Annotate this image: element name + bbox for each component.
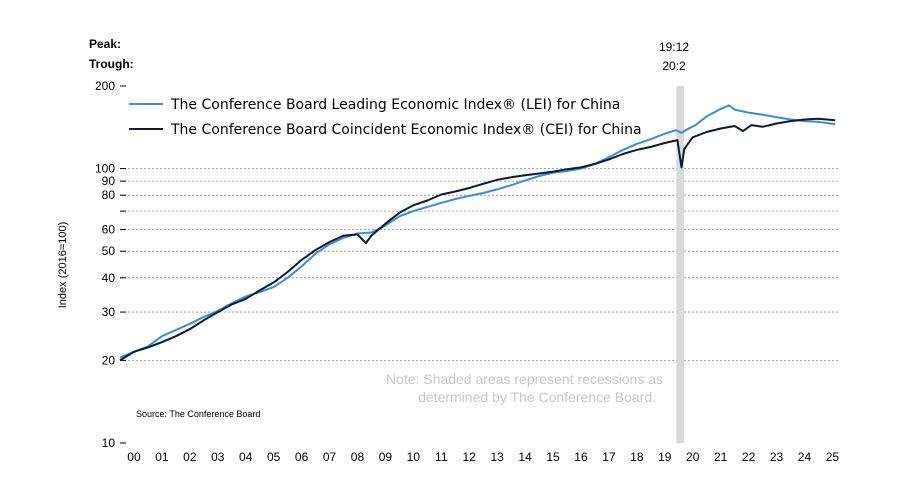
x-tick-label-22: 22	[742, 450, 756, 464]
legend: The Conference Board Leading Economic In…	[129, 97, 642, 138]
trough-label: Trough:	[89, 57, 134, 71]
x-tick-label-13: 13	[490, 450, 504, 464]
x-tick-label-03: 03	[211, 450, 225, 464]
y-tick-label-100: 100	[95, 162, 115, 176]
recession-trough-date: 20:2	[662, 59, 686, 73]
series-line-cei	[119, 117, 836, 362]
x-tick-label-05: 05	[267, 450, 281, 464]
x-tick-label-16: 16	[574, 450, 588, 464]
x-tick-label-18: 18	[630, 450, 644, 464]
x-tick-label-02: 02	[183, 450, 197, 464]
y-tick-label-40: 40	[102, 271, 116, 285]
y-tick-label-50: 50	[102, 244, 116, 258]
x-tick-label-20: 20	[686, 450, 700, 464]
x-tick-label-12: 12	[463, 450, 477, 464]
y-axis-label: Index (2016=100)	[57, 222, 69, 309]
y-tick-label-20: 20	[102, 353, 116, 367]
source-note: Source: The Conference Board	[136, 409, 260, 419]
y-tick-label-200: 200	[95, 79, 115, 93]
series-layer	[119, 104, 836, 362]
y-tick-label-30: 30	[102, 305, 116, 319]
series-line-lei	[119, 104, 836, 359]
x-tick-label-08: 08	[351, 450, 365, 464]
y-tick-label-90: 90	[102, 174, 116, 188]
x-tick-label-23: 23	[770, 450, 784, 464]
x-axis: 00 01 02 03 04 05 06 07 08 09 10 11 12 13 14 15 16 17 18 19…	[127, 450, 839, 464]
x-tick-label-09: 09	[379, 450, 393, 464]
y-tick-label-80: 80	[102, 188, 116, 202]
x-tick-label-04: 04	[239, 450, 253, 464]
x-tick-label-01: 01	[155, 450, 169, 464]
x-tick-label-10: 10	[407, 450, 421, 464]
legend-label-cei: The Conference Board Coincident Economic…	[170, 122, 642, 138]
x-tick-label-24: 24	[798, 450, 812, 464]
x-tick-label-07: 07	[323, 450, 337, 464]
y-tick-label-60: 60	[102, 222, 116, 236]
legend-label-lei: The Conference Board Leading Economic In…	[170, 97, 620, 113]
x-tick-label-06: 06	[295, 450, 309, 464]
x-tick-label-14: 14	[518, 450, 532, 464]
x-tick-label-19: 19	[658, 450, 672, 464]
x-tick-label-00: 00	[127, 450, 141, 464]
x-tick-label-25: 25	[826, 450, 840, 464]
x-tick-label-15: 15	[546, 450, 560, 464]
recession-peak-date: 19:12	[659, 40, 689, 54]
x-tick-label-11: 11	[435, 450, 448, 464]
recession-note-line-1: Note: Shaded areas represent recessions …	[386, 371, 663, 387]
recession-note-line-2: determined by The Conference Board.	[418, 389, 656, 405]
x-tick-label-21: 21	[714, 450, 728, 464]
x-tick-label-17: 17	[602, 450, 616, 464]
recession-band	[676, 86, 684, 443]
y-tick-label-10: 10	[102, 436, 116, 450]
recession-shade	[676, 86, 684, 443]
peak-label: Peak:	[89, 37, 121, 51]
